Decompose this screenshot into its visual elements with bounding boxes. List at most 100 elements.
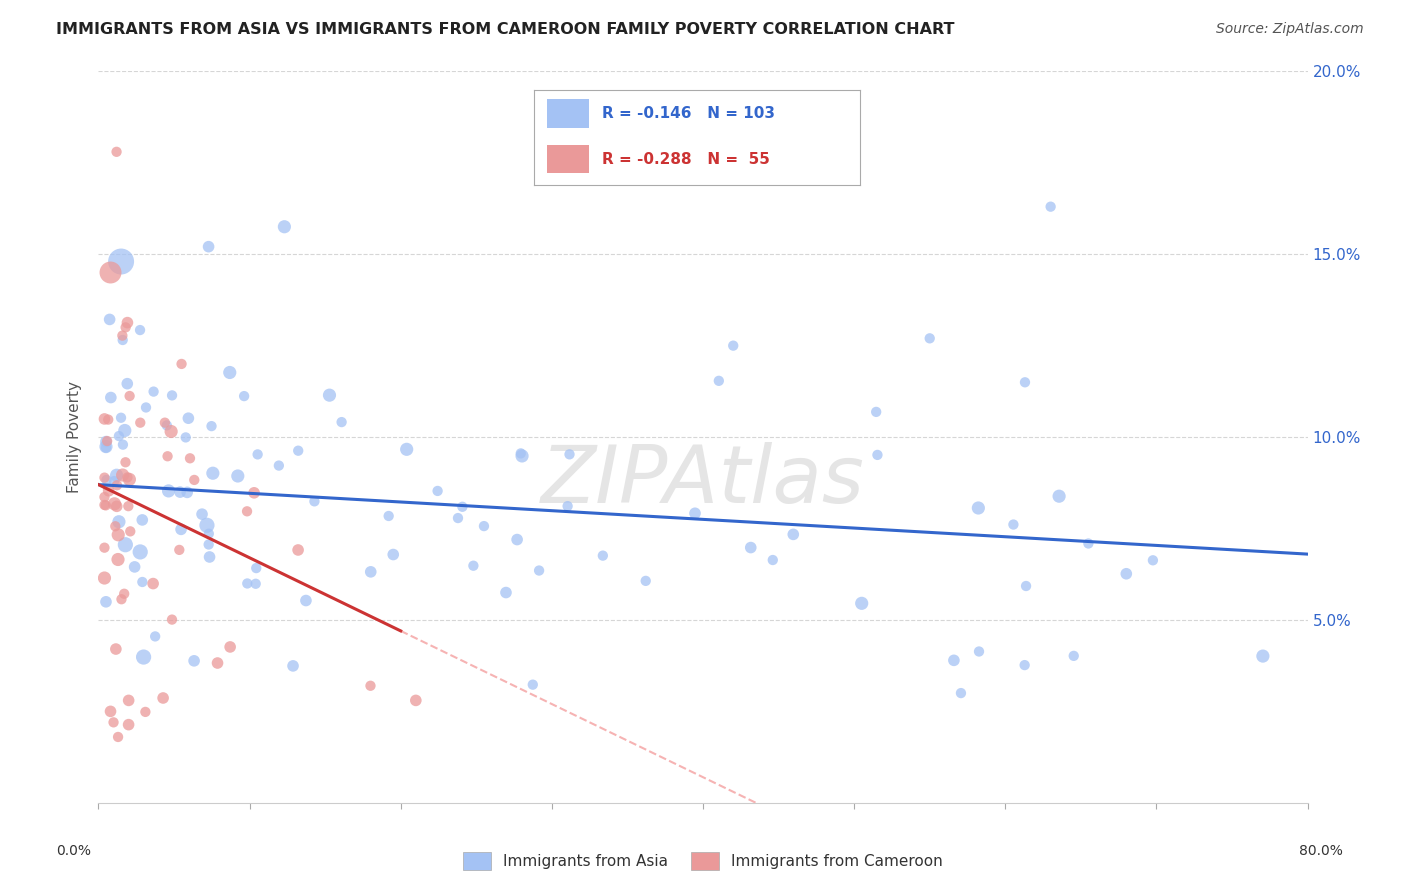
Point: [174, 430, 197, 444]
Point: [176, 485, 198, 500]
Point: [114, 538, 136, 552]
Point: [1015, 579, 1038, 593]
Point: [198, 549, 221, 564]
Point: [105, 145, 128, 159]
Point: [295, 593, 318, 607]
Point: [527, 564, 550, 578]
Point: [451, 500, 474, 514]
Point: [120, 524, 142, 539]
Point: [382, 548, 405, 562]
Point: [105, 468, 128, 483]
Point: [463, 558, 485, 573]
Point: [1077, 536, 1099, 550]
Point: [105, 478, 128, 492]
Point: [330, 415, 353, 429]
Text: 80.0%: 80.0%: [1299, 844, 1343, 858]
Point: [97, 412, 120, 426]
Point: [107, 730, 129, 744]
Point: [111, 333, 134, 347]
Point: [110, 410, 132, 425]
Point: [170, 522, 193, 536]
Point: [100, 266, 122, 280]
Point: [93, 498, 115, 512]
Point: [107, 528, 129, 542]
Point: [683, 506, 706, 520]
Point: [135, 401, 157, 415]
Point: [942, 653, 965, 667]
Point: [233, 389, 256, 403]
Point: [360, 565, 382, 579]
Point: [93, 412, 115, 426]
Point: [245, 576, 267, 591]
Point: [782, 527, 804, 541]
Point: [967, 644, 990, 658]
Point: [134, 705, 156, 719]
Point: [506, 533, 529, 547]
Point: [762, 553, 785, 567]
Point: [183, 654, 205, 668]
Point: [105, 500, 128, 514]
Point: [236, 504, 259, 518]
Point: [179, 451, 201, 466]
Point: [110, 254, 132, 268]
Point: [426, 483, 449, 498]
Point: [634, 574, 657, 588]
Point: [495, 585, 517, 599]
Point: [707, 374, 730, 388]
Point: [107, 552, 129, 566]
Point: [1002, 517, 1025, 532]
Y-axis label: Family Poverty: Family Poverty: [67, 381, 83, 493]
Point: [93, 571, 115, 585]
Point: [117, 499, 139, 513]
Point: [219, 640, 242, 654]
Point: [132, 650, 155, 665]
Point: [197, 240, 219, 254]
Point: [557, 499, 579, 513]
Point: [160, 425, 183, 439]
Point: [1142, 553, 1164, 567]
Point: [198, 526, 221, 541]
Point: [93, 470, 115, 484]
Point: [592, 549, 614, 563]
Text: IMMIGRANTS FROM ASIA VS IMMIGRANTS FROM CAMEROON FAMILY POVERTY CORRELATION CHAR: IMMIGRANTS FROM ASIA VS IMMIGRANTS FROM …: [56, 22, 955, 37]
Point: [93, 490, 115, 504]
Point: [1014, 376, 1036, 390]
Point: [104, 642, 127, 657]
Point: [395, 442, 418, 457]
Point: [142, 384, 165, 399]
Point: [1251, 649, 1274, 664]
Point: [558, 447, 581, 461]
Point: [94, 441, 117, 455]
Point: [304, 494, 326, 508]
Point: [98, 312, 121, 326]
Point: [169, 485, 191, 500]
Point: [131, 513, 153, 527]
Point: [160, 388, 183, 402]
Point: [1014, 658, 1036, 673]
Point: [281, 659, 304, 673]
Point: [129, 416, 152, 430]
Text: ZIPAtlas: ZIPAtlas: [541, 442, 865, 520]
Point: [143, 629, 166, 643]
Point: [273, 219, 295, 234]
Point: [160, 613, 183, 627]
Point: [152, 690, 174, 705]
Text: Source: ZipAtlas.com: Source: ZipAtlas.com: [1216, 22, 1364, 37]
Point: [226, 469, 249, 483]
Point: [96, 473, 118, 487]
Point: [129, 545, 152, 559]
Point: [118, 472, 141, 486]
Point: [103, 497, 125, 511]
Point: [110, 592, 132, 607]
Point: [156, 450, 179, 464]
Point: [183, 473, 205, 487]
Point: [118, 693, 141, 707]
Point: [100, 705, 122, 719]
Point: [967, 501, 990, 516]
Point: [153, 416, 176, 430]
Point: [267, 458, 290, 473]
Point: [201, 467, 224, 481]
Point: [949, 686, 972, 700]
Point: [129, 323, 152, 337]
Point: [195, 518, 218, 533]
